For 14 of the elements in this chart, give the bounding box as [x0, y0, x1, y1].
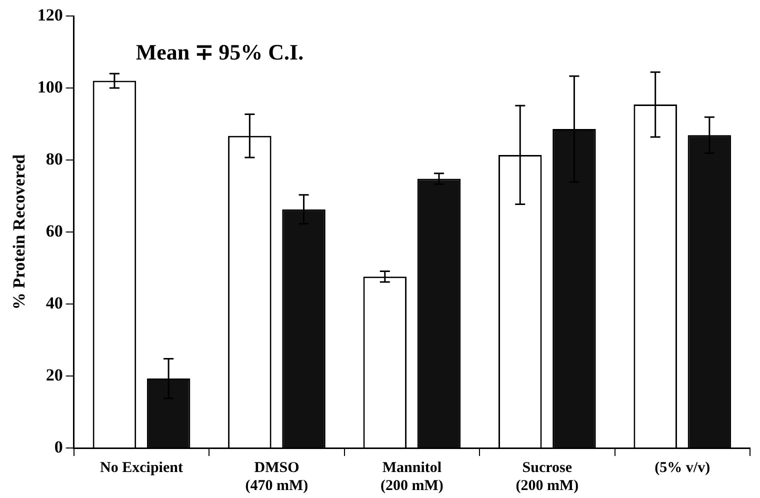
y-tick-label: 0 [54, 437, 63, 456]
y-axis-title: % Protein Recovered [10, 154, 29, 310]
y-tick-label: 20 [46, 365, 63, 384]
x-tick-label: (5% v/v) [654, 460, 710, 476]
y-tick-label: 120 [37, 5, 63, 24]
x-tick-label: DMSO (470 mM) [245, 460, 308, 494]
x-tick-label: Mannitol (200 mM) [380, 460, 444, 494]
y-tick-label: 60 [46, 221, 63, 240]
x-tick-label: Sucrose (200 mM) [516, 460, 579, 494]
annotation: Mean ∓ 95% C.I. [136, 40, 304, 65]
y-tick-label: 80 [46, 149, 63, 168]
x-tick-label: No Excipient [100, 460, 183, 476]
y-tick-label: 100 [37, 77, 63, 96]
y-tick-label: 40 [46, 293, 63, 312]
